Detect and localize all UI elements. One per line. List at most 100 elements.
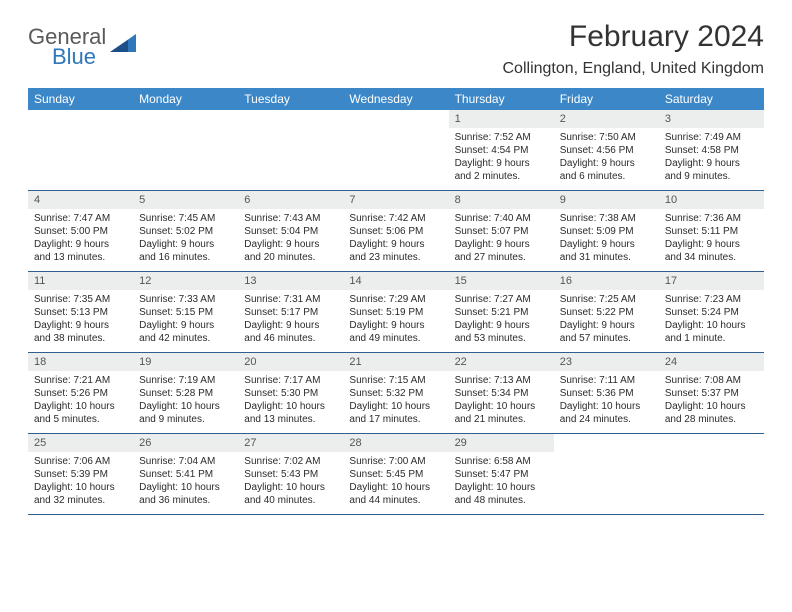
day-sunrise: Sunrise: 7:36 AM [665, 212, 758, 225]
day-sunrise: Sunrise: 7:38 AM [560, 212, 653, 225]
day-cell: 21Sunrise: 7:15 AMSunset: 5:32 PMDayligh… [343, 353, 448, 433]
day-number: 1 [449, 110, 554, 128]
day-sunset: Sunset: 5:43 PM [244, 468, 337, 481]
day-cell [659, 434, 764, 514]
logo: General Blue [28, 26, 136, 68]
day-number: 10 [659, 191, 764, 209]
day-cell [133, 110, 238, 190]
day-sunrise: Sunrise: 7:02 AM [244, 455, 337, 468]
day-body: Sunrise: 7:00 AMSunset: 5:45 PMDaylight:… [343, 452, 448, 513]
day-sunset: Sunset: 5:04 PM [244, 225, 337, 238]
day-body: Sunrise: 7:36 AMSunset: 5:11 PMDaylight:… [659, 209, 764, 270]
day-sunrise: Sunrise: 7:11 AM [560, 374, 653, 387]
day-day1: Daylight: 10 hours [560, 400, 653, 413]
day-day1: Daylight: 9 hours [665, 157, 758, 170]
day-cell: 16Sunrise: 7:25 AMSunset: 5:22 PMDayligh… [554, 272, 659, 352]
day-day1: Daylight: 9 hours [34, 238, 127, 251]
day-sunset: Sunset: 5:34 PM [455, 387, 548, 400]
title-block: February 2024 Collington, England, Unite… [503, 20, 765, 78]
day-number: 8 [449, 191, 554, 209]
day-sunset: Sunset: 5:41 PM [139, 468, 232, 481]
day-day2: and 42 minutes. [139, 332, 232, 345]
dow-friday: Friday [554, 88, 659, 110]
day-cell: 3Sunrise: 7:49 AMSunset: 4:58 PMDaylight… [659, 110, 764, 190]
day-body: Sunrise: 7:45 AMSunset: 5:02 PMDaylight:… [133, 209, 238, 270]
day-sunset: Sunset: 5:06 PM [349, 225, 442, 238]
day-sunset: Sunset: 5:37 PM [665, 387, 758, 400]
day-day2: and 44 minutes. [349, 494, 442, 507]
day-body: Sunrise: 7:38 AMSunset: 5:09 PMDaylight:… [554, 209, 659, 270]
day-sunset: Sunset: 5:30 PM [244, 387, 337, 400]
week-row: 4Sunrise: 7:47 AMSunset: 5:00 PMDaylight… [28, 191, 764, 272]
day-day2: and 36 minutes. [139, 494, 232, 507]
day-sunrise: Sunrise: 6:58 AM [455, 455, 548, 468]
day-number: 4 [28, 191, 133, 209]
dow-wednesday: Wednesday [343, 88, 448, 110]
day-day2: and 28 minutes. [665, 413, 758, 426]
day-sunrise: Sunrise: 7:29 AM [349, 293, 442, 306]
day-sunset: Sunset: 5:19 PM [349, 306, 442, 319]
day-body: Sunrise: 7:17 AMSunset: 5:30 PMDaylight:… [238, 371, 343, 432]
day-sunset: Sunset: 5:17 PM [244, 306, 337, 319]
day-sunrise: Sunrise: 7:27 AM [455, 293, 548, 306]
day-day1: Daylight: 9 hours [455, 238, 548, 251]
day-day1: Daylight: 9 hours [244, 319, 337, 332]
day-day2: and 53 minutes. [455, 332, 548, 345]
day-number: 29 [449, 434, 554, 452]
day-body: Sunrise: 7:23 AMSunset: 5:24 PMDaylight:… [659, 290, 764, 351]
day-cell: 2Sunrise: 7:50 AMSunset: 4:56 PMDaylight… [554, 110, 659, 190]
day-body: Sunrise: 7:19 AMSunset: 5:28 PMDaylight:… [133, 371, 238, 432]
day-sunset: Sunset: 5:15 PM [139, 306, 232, 319]
weeks-container: 1Sunrise: 7:52 AMSunset: 4:54 PMDaylight… [28, 110, 764, 515]
day-sunrise: Sunrise: 7:23 AM [665, 293, 758, 306]
day-day1: Daylight: 9 hours [244, 238, 337, 251]
day-number: 27 [238, 434, 343, 452]
day-sunset: Sunset: 5:26 PM [34, 387, 127, 400]
day-cell: 15Sunrise: 7:27 AMSunset: 5:21 PMDayligh… [449, 272, 554, 352]
day-number: 22 [449, 353, 554, 371]
logo-text-blue: Blue [52, 46, 106, 68]
day-day2: and 21 minutes. [455, 413, 548, 426]
day-cell: 17Sunrise: 7:23 AMSunset: 5:24 PMDayligh… [659, 272, 764, 352]
day-sunrise: Sunrise: 7:42 AM [349, 212, 442, 225]
day-sunset: Sunset: 5:32 PM [349, 387, 442, 400]
day-body: Sunrise: 7:21 AMSunset: 5:26 PMDaylight:… [28, 371, 133, 432]
dow-saturday: Saturday [659, 88, 764, 110]
day-body: Sunrise: 7:25 AMSunset: 5:22 PMDaylight:… [554, 290, 659, 351]
day-number: 24 [659, 353, 764, 371]
day-body: Sunrise: 7:04 AMSunset: 5:41 PMDaylight:… [133, 452, 238, 513]
day-day1: Daylight: 9 hours [560, 157, 653, 170]
day-day2: and 2 minutes. [455, 170, 548, 183]
day-day1: Daylight: 10 hours [665, 400, 758, 413]
day-sunrise: Sunrise: 7:15 AM [349, 374, 442, 387]
day-number: 14 [343, 272, 448, 290]
day-body: Sunrise: 6:58 AMSunset: 5:47 PMDaylight:… [449, 452, 554, 513]
day-number: 16 [554, 272, 659, 290]
day-day2: and 23 minutes. [349, 251, 442, 264]
location-text: Collington, England, United Kingdom [503, 60, 765, 78]
day-number: 28 [343, 434, 448, 452]
day-sunrise: Sunrise: 7:45 AM [139, 212, 232, 225]
day-day1: Daylight: 10 hours [665, 319, 758, 332]
day-cell: 22Sunrise: 7:13 AMSunset: 5:34 PMDayligh… [449, 353, 554, 433]
day-day2: and 38 minutes. [34, 332, 127, 345]
day-day1: Daylight: 9 hours [455, 157, 548, 170]
day-cell: 14Sunrise: 7:29 AMSunset: 5:19 PMDayligh… [343, 272, 448, 352]
day-body: Sunrise: 7:08 AMSunset: 5:37 PMDaylight:… [659, 371, 764, 432]
day-number: 13 [238, 272, 343, 290]
day-sunset: Sunset: 5:09 PM [560, 225, 653, 238]
day-sunrise: Sunrise: 7:35 AM [34, 293, 127, 306]
day-day1: Daylight: 9 hours [665, 238, 758, 251]
day-day2: and 17 minutes. [349, 413, 442, 426]
day-sunrise: Sunrise: 7:17 AM [244, 374, 337, 387]
day-body: Sunrise: 7:02 AMSunset: 5:43 PMDaylight:… [238, 452, 343, 513]
day-body: Sunrise: 7:33 AMSunset: 5:15 PMDaylight:… [133, 290, 238, 351]
day-body: Sunrise: 7:49 AMSunset: 4:58 PMDaylight:… [659, 128, 764, 189]
day-number: 18 [28, 353, 133, 371]
day-sunset: Sunset: 5:45 PM [349, 468, 442, 481]
day-body: Sunrise: 7:13 AMSunset: 5:34 PMDaylight:… [449, 371, 554, 432]
day-day1: Daylight: 10 hours [455, 481, 548, 494]
day-day2: and 40 minutes. [244, 494, 337, 507]
day-body: Sunrise: 7:40 AMSunset: 5:07 PMDaylight:… [449, 209, 554, 270]
day-day2: and 27 minutes. [455, 251, 548, 264]
